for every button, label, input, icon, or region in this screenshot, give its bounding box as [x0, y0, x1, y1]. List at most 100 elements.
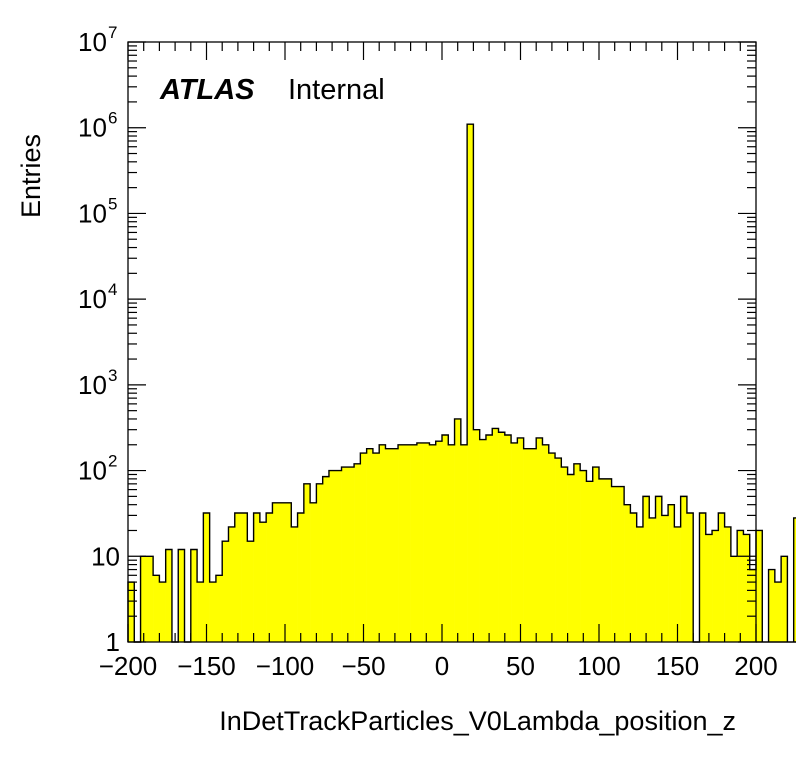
- histogram-bar: [492, 428, 499, 642]
- histogram-bar: [222, 541, 229, 642]
- histogram-bar: [730, 556, 738, 642]
- histogram-bar: [203, 512, 210, 642]
- y-axis-title: Entries: [16, 134, 46, 218]
- histogram-bar: [624, 504, 631, 642]
- histogram-bar: [165, 549, 173, 642]
- y-tick-label-exponent: 2: [108, 452, 117, 471]
- histogram-bar: [473, 429, 480, 642]
- y-tick-label: 10 3: [78, 366, 117, 400]
- histogram-bar: [322, 476, 330, 642]
- histogram-bar: [404, 444, 411, 642]
- histogram-bar: [504, 435, 512, 642]
- histogram-bar: [705, 534, 713, 642]
- histogram-bar: [341, 467, 349, 642]
- histogram-bar: [536, 437, 543, 642]
- histogram-bar: [297, 512, 305, 642]
- y-tick-label-exponent: 6: [108, 109, 117, 128]
- y-tick-label: 10 4: [78, 280, 117, 314]
- x-tick-label: 50: [506, 651, 535, 681]
- y-tick-label: 10 7: [78, 23, 117, 57]
- y-tick-label: 10: [91, 541, 120, 571]
- histogram-bar: [347, 467, 355, 642]
- x-tick-label: −150: [177, 651, 236, 681]
- histogram-bar: [542, 444, 550, 642]
- histogram-bar: [410, 444, 418, 642]
- x-tick-labels: −200 −150 −100 −50 0 50 100 150 200: [99, 651, 778, 681]
- histogram-bar: [479, 439, 487, 642]
- histogram-bar: [460, 444, 468, 642]
- y-tick-label-exponent: 5: [108, 194, 117, 213]
- histogram-bar: [379, 444, 386, 642]
- histogram-bar: [197, 582, 204, 642]
- histogram-bar: [617, 486, 625, 642]
- histogram-bar: [611, 486, 619, 642]
- histogram-bar: [366, 448, 374, 642]
- y-tick-label-base: 10: [78, 27, 107, 57]
- histogram-bar: [372, 453, 380, 642]
- y-tick-label: 1: [106, 627, 120, 657]
- histogram-bar: [159, 582, 166, 642]
- histogram-bar: [303, 483, 311, 642]
- histogram-bar: [636, 526, 644, 642]
- histogram-bar: [674, 526, 681, 642]
- histogram-bar: [661, 515, 669, 642]
- histogram-bar: [680, 496, 688, 642]
- histogram-bar: [391, 448, 399, 642]
- y-tick-label-base: 10: [78, 113, 107, 143]
- histogram-bar: [215, 575, 223, 642]
- histogram-bar: [774, 582, 782, 642]
- histogram-bar: [335, 470, 342, 642]
- histogram-bar: [146, 556, 154, 642]
- internal-label: Internal: [288, 74, 385, 106]
- histogram-bar: [435, 441, 443, 642]
- y-tick-label-base: 10: [78, 198, 107, 228]
- x-axis-title: InDetTrackParticles_V0Lambda_position_z: [219, 706, 736, 736]
- histogram-bar: [454, 418, 462, 642]
- y-tick-label-exponent: 3: [108, 366, 117, 385]
- histogram-bar: [768, 569, 776, 642]
- histogram-bar: [228, 526, 236, 642]
- histogram-bar: [310, 502, 317, 642]
- histogram-bar: [573, 463, 581, 642]
- histogram-bar: [153, 575, 160, 642]
- y-tick-label-base: 10: [78, 284, 107, 314]
- histogram-bar: [398, 444, 405, 642]
- histogram-bar: [328, 470, 336, 642]
- histogram-bar: [555, 458, 562, 642]
- histogram-bar: [580, 470, 587, 642]
- histogram-bar: [234, 512, 242, 642]
- histogram-bar: [686, 512, 694, 642]
- x-tick-label: −50: [341, 651, 385, 681]
- histogram-bar: [756, 530, 763, 642]
- y-tick-label-base: 10: [91, 541, 120, 571]
- histogram-bar: [737, 530, 744, 642]
- histogram-bar: [743, 534, 751, 642]
- histogram-bar: [467, 124, 474, 643]
- x-tick-label: 200: [734, 651, 777, 681]
- histogram-bar: [529, 448, 537, 642]
- histogram-bar: [429, 444, 437, 642]
- y-tick-label-base: 10: [78, 370, 107, 400]
- histogram-bar: [605, 478, 612, 642]
- histogram-bar: [354, 463, 361, 642]
- histogram-bar: [592, 467, 600, 642]
- histogram-outline: [127, 123, 796, 643]
- histogram-bar: [599, 478, 606, 642]
- histogram-bar: [278, 502, 286, 642]
- atlas-label: ATLAS: [159, 74, 255, 106]
- histogram-bar: [517, 437, 524, 642]
- histogram-bar: [178, 549, 185, 642]
- histogram-bar: [649, 517, 656, 642]
- histogram-bar: [793, 517, 796, 642]
- x-tick-label: −200: [99, 651, 158, 681]
- x-tick-label: 100: [577, 651, 620, 681]
- histogram-bar: [511, 442, 518, 642]
- histogram-bar: [655, 496, 663, 642]
- histogram-bar: [749, 569, 757, 642]
- histogram-bar: [668, 504, 675, 642]
- y-tick-label-exponent: 4: [108, 280, 117, 299]
- histogram-bar: [140, 556, 148, 642]
- histogram-bar: [448, 444, 455, 642]
- histogram-bar: [712, 530, 719, 642]
